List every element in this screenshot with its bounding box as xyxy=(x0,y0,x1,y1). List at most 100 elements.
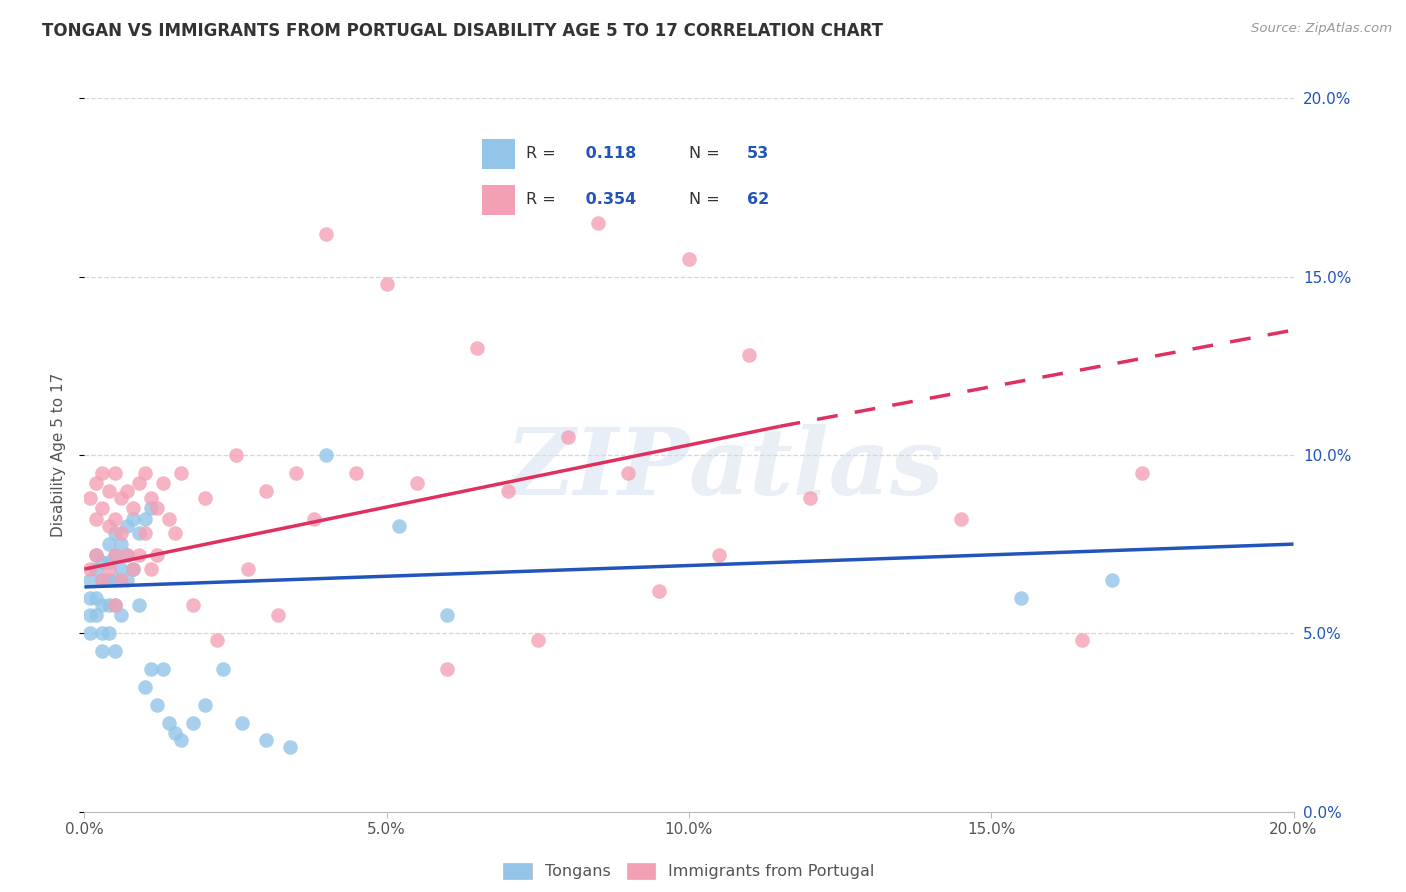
Point xyxy=(194,491,217,505)
Point xyxy=(194,698,217,712)
Point xyxy=(86,512,108,526)
Point xyxy=(104,466,127,480)
Text: atlas: atlas xyxy=(689,425,945,514)
Point xyxy=(115,519,138,533)
Point xyxy=(104,512,127,526)
Text: Source: ZipAtlas.com: Source: ZipAtlas.com xyxy=(1251,22,1392,36)
Point xyxy=(436,608,458,623)
Point xyxy=(170,466,193,480)
Point xyxy=(104,526,127,541)
Point xyxy=(527,633,550,648)
Point xyxy=(104,548,127,562)
Point xyxy=(267,608,290,623)
Point xyxy=(146,548,169,562)
Point xyxy=(617,466,640,480)
Point xyxy=(91,644,114,658)
Point xyxy=(709,548,731,562)
Point xyxy=(115,573,138,587)
Point xyxy=(97,483,120,498)
Point xyxy=(738,348,761,362)
Point xyxy=(181,715,204,730)
Point xyxy=(86,548,108,562)
Point xyxy=(1071,633,1094,648)
Point xyxy=(557,430,579,444)
Point xyxy=(97,626,120,640)
Point xyxy=(1011,591,1033,605)
Point xyxy=(157,715,180,730)
Point xyxy=(79,491,101,505)
Point xyxy=(115,548,138,562)
Point xyxy=(406,476,429,491)
Point xyxy=(436,662,458,676)
Point xyxy=(165,526,187,541)
Point xyxy=(588,216,610,230)
Point xyxy=(152,662,174,676)
Point xyxy=(128,526,150,541)
Point xyxy=(128,548,150,562)
Point xyxy=(139,562,162,576)
Point xyxy=(86,476,108,491)
Point xyxy=(97,555,120,569)
Point xyxy=(278,740,301,755)
Point xyxy=(86,591,108,605)
Point xyxy=(134,512,156,526)
Point xyxy=(146,501,169,516)
Point xyxy=(97,562,120,576)
Point xyxy=(91,598,114,612)
Point xyxy=(254,483,277,498)
Point xyxy=(134,466,156,480)
Point xyxy=(91,573,114,587)
Point xyxy=(170,733,193,747)
Point xyxy=(315,227,337,241)
Point xyxy=(146,698,169,712)
Point xyxy=(79,591,101,605)
Point xyxy=(104,598,127,612)
Point xyxy=(496,483,519,498)
Point xyxy=(1101,573,1123,587)
Point xyxy=(104,598,127,612)
Point xyxy=(86,562,108,576)
Point xyxy=(97,598,120,612)
Point xyxy=(104,644,127,658)
Point xyxy=(134,680,156,694)
Point xyxy=(285,466,308,480)
Point xyxy=(97,573,120,587)
Text: ZIP: ZIP xyxy=(505,425,689,514)
Point xyxy=(678,252,700,266)
Point xyxy=(91,573,114,587)
Point xyxy=(950,512,973,526)
Point xyxy=(110,491,132,505)
Point xyxy=(110,537,132,551)
Point xyxy=(225,448,247,462)
Point xyxy=(236,562,259,576)
Point xyxy=(79,573,101,587)
Point xyxy=(231,715,253,730)
Point xyxy=(121,562,143,576)
Point xyxy=(157,512,180,526)
Point xyxy=(91,501,114,516)
Point xyxy=(79,626,101,640)
Point xyxy=(104,573,127,587)
Point xyxy=(139,501,162,516)
Point xyxy=(121,501,143,516)
Point xyxy=(346,466,368,480)
Point xyxy=(212,662,235,676)
Point xyxy=(207,633,229,648)
Point xyxy=(134,526,156,541)
Point xyxy=(97,519,120,533)
Point xyxy=(115,548,138,562)
Point xyxy=(104,548,127,562)
Text: TONGAN VS IMMIGRANTS FROM PORTUGAL DISABILITY AGE 5 TO 17 CORRELATION CHART: TONGAN VS IMMIGRANTS FROM PORTUGAL DISAB… xyxy=(42,22,883,40)
Point xyxy=(315,448,337,462)
Point xyxy=(86,608,108,623)
Point xyxy=(648,583,671,598)
Point xyxy=(375,277,398,291)
Point xyxy=(388,519,411,533)
Y-axis label: Disability Age 5 to 17: Disability Age 5 to 17 xyxy=(51,373,66,537)
Point xyxy=(799,491,821,505)
Point xyxy=(152,476,174,491)
Point xyxy=(115,483,138,498)
Point xyxy=(79,562,101,576)
Legend: Tongans, Immigrants from Portugal: Tongans, Immigrants from Portugal xyxy=(496,856,882,886)
Point xyxy=(121,562,143,576)
